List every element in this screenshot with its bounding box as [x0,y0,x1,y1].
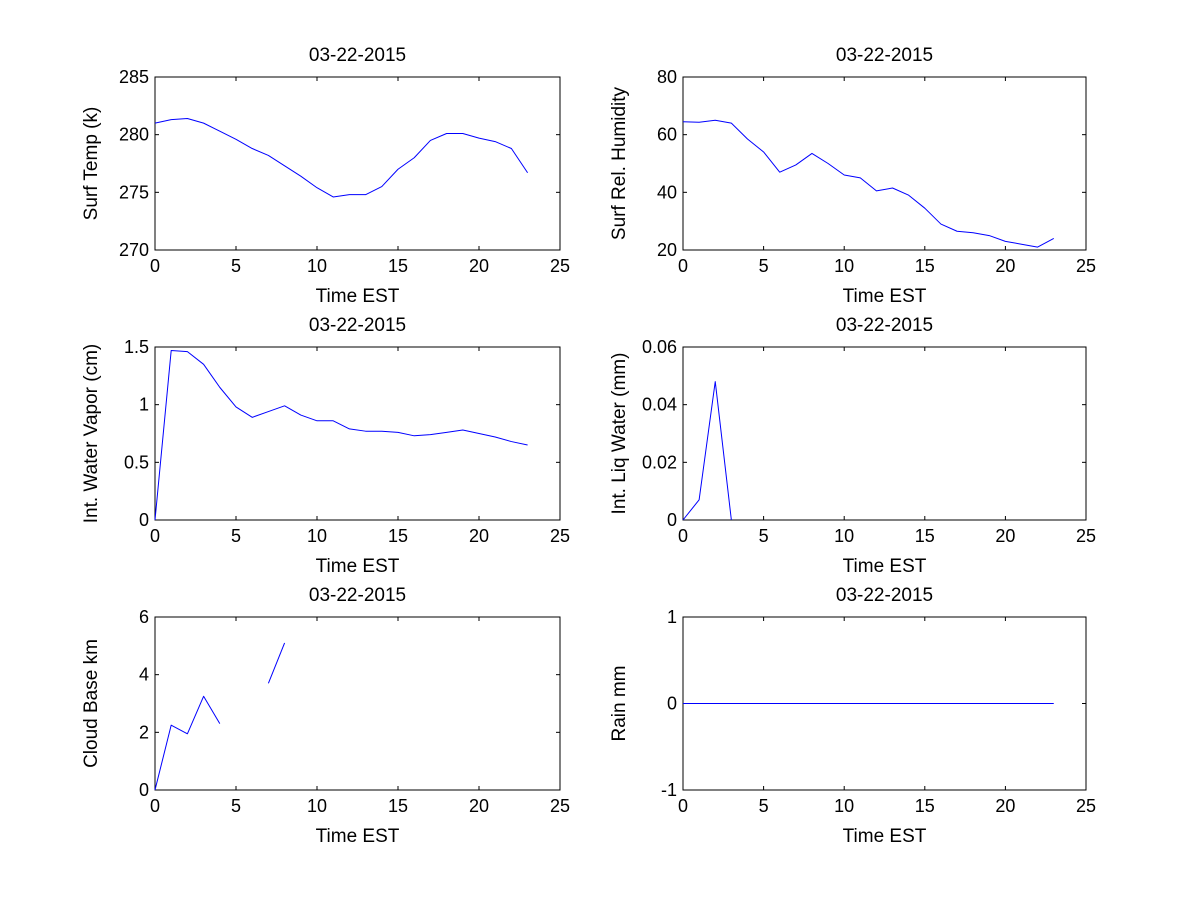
x-tick-label: 10 [307,526,327,546]
y-tick-label: 20 [657,240,677,260]
y-tick-label: 80 [657,67,677,87]
x-tick-label: 15 [388,526,408,546]
x-tick-label: 25 [550,796,570,816]
series-line-1 [682,381,732,521]
x-tick-label: 15 [915,526,935,546]
x-tick-label: 20 [469,526,489,546]
subplot-title: 03-22-2015 [836,45,933,66]
y-axis-label: Int. Liq Water (mm) [609,353,630,515]
x-tick-label: 5 [759,526,769,546]
series-line-1 [154,118,529,198]
y-tick-label: 40 [657,182,677,202]
y-tick-label: 6 [139,607,149,627]
axes-frame [682,346,1087,521]
y-tick-label: 0.04 [642,395,677,415]
y-tick-label: 0.06 [642,337,677,357]
subplot-1: 0 5 10 15 20 25 270 275 280 285 03-22-2015 Time EST… [81,45,570,307]
axes-frame [154,346,561,521]
subplot-title: 03-22-2015 [309,585,406,606]
y-tick-label: 1 [667,607,677,627]
x-tick-label: 5 [759,796,769,816]
x-tick-label: 5 [231,796,241,816]
subplot-4: 0 5 10 15 20 25 0 0.02 0.04 0.06 03-22-2015 Time ES… [609,315,1096,577]
y-tick-label: 2 [139,722,149,742]
x-axis-label: Time EST [843,286,927,307]
x-tick-label: 10 [834,526,854,546]
x-tick-label: 0 [678,526,688,546]
y-axis-label: Rain mm [609,665,630,741]
x-tick-label: 20 [469,796,489,816]
y-tick-label: 0 [667,694,677,714]
x-tick-label: 0 [678,796,688,816]
x-tick-label: 0 [150,526,160,546]
y-axis-label: Surf Temp (k) [81,107,102,221]
x-tick-label: 25 [550,256,570,276]
x-tick-label: 10 [307,256,327,276]
y-tick-label: 0 [139,510,149,530]
y-tick-label: 1 [139,395,149,415]
x-axis-label: Time EST [316,556,400,577]
y-tick-label: 275 [119,182,149,202]
y-axis-label: Surf Rel. Humidity [609,86,630,240]
x-tick-label: 5 [231,526,241,546]
subplot-2: 0 5 10 15 20 25 20 40 60 80 03-22-2015 Time EST Surf… [609,45,1096,307]
x-tick-label: 0 [678,256,688,276]
series-line-1 [154,695,221,791]
x-tick-label: 20 [995,256,1015,276]
series-line-2 [267,642,286,684]
x-tick-label: 15 [388,796,408,816]
subplot-title: 03-22-2015 [309,315,406,336]
y-tick-label: 60 [657,125,677,145]
x-tick-label: 0 [150,796,160,816]
y-tick-label: 1.5 [124,337,149,357]
x-tick-label: 15 [915,796,935,816]
x-tick-label: 25 [1076,256,1096,276]
x-tick-label: 20 [995,526,1015,546]
subplot-title: 03-22-2015 [836,315,933,336]
axes-frame [682,76,1087,251]
axes-frame [154,76,561,251]
y-tick-label: 270 [119,240,149,260]
y-tick-label: 0 [667,510,677,530]
subplot-3: 0 5 10 15 20 25 0 0.5 1 1.5 03-22-2015 Time EST Int.… [81,315,570,577]
x-tick-label: 20 [995,796,1015,816]
y-axis-label: Cloud Base km [81,639,102,768]
x-axis-label: Time EST [843,556,927,577]
x-tick-label: 10 [834,796,854,816]
subplot-5: 0 5 10 15 20 25 0 2 4 6 03-22-2015 Time EST Cloud Ba… [81,585,570,847]
y-tick-label: 0.5 [124,452,149,472]
y-axis-label: Int. Water Vapor (cm) [81,344,102,523]
axes-frame [154,616,561,791]
series-line-1 [154,349,528,521]
x-tick-label: 5 [759,256,769,276]
y-tick-label: 285 [119,67,149,87]
x-axis-label: Time EST [316,286,400,307]
y-tick-label: 0.02 [642,452,677,472]
y-tick-label: 4 [139,665,149,685]
x-tick-label: 15 [915,256,935,276]
x-tick-label: 10 [307,796,327,816]
x-tick-label: 10 [834,256,854,276]
x-tick-label: 25 [1076,526,1096,546]
x-axis-label: Time EST [843,826,927,847]
x-tick-label: 5 [231,256,241,276]
x-tick-label: 15 [388,256,408,276]
series-line-1 [682,119,1054,248]
subplot-title: 03-22-2015 [836,585,933,606]
x-tick-label: 0 [150,256,160,276]
subplot-title: 03-22-2015 [309,45,406,66]
x-axis-label: Time EST [316,826,400,847]
y-tick-label: 280 [119,125,149,145]
x-tick-label: 20 [469,256,489,276]
x-tick-label: 25 [550,526,570,546]
x-tick-label: 25 [1076,796,1096,816]
y-tick-label: -1 [661,780,677,800]
y-tick-label: 0 [139,780,149,800]
